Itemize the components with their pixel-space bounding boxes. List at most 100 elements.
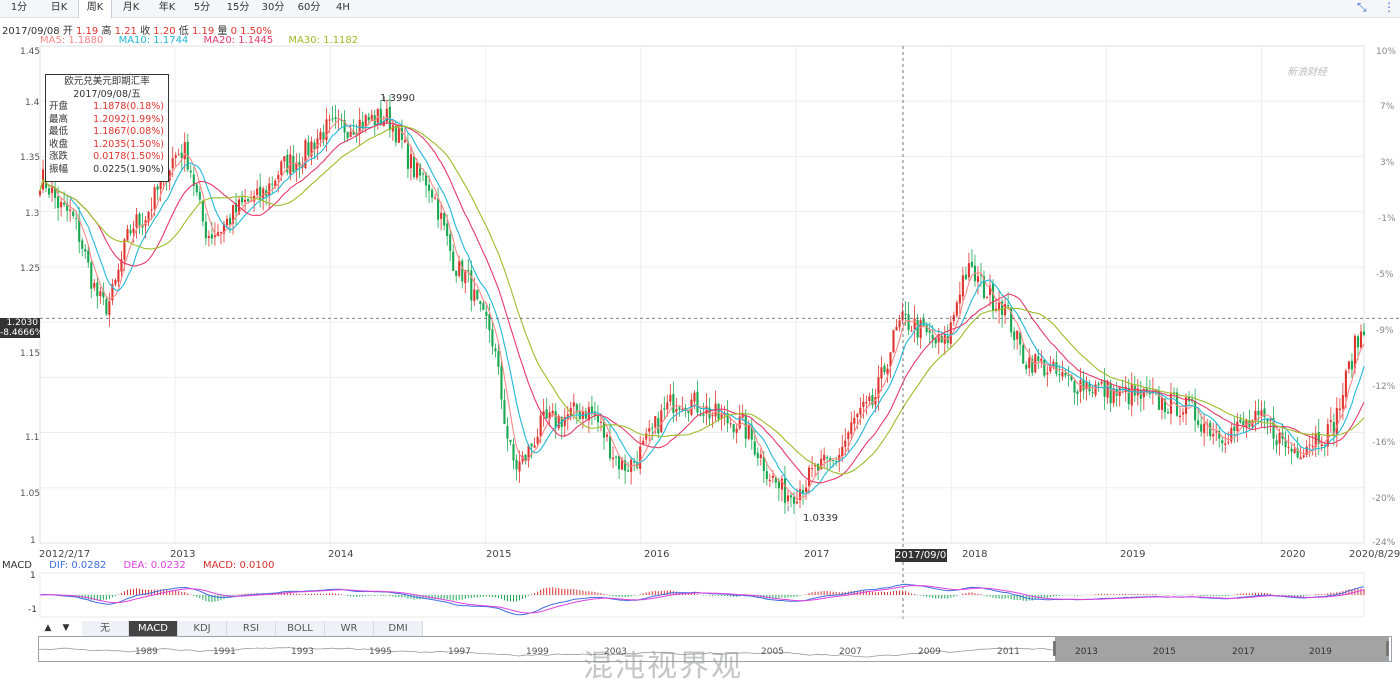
candle-body [328,119,331,121]
candle-body [605,434,609,437]
candle-body [283,156,286,162]
tab-4h[interactable]: 4H [336,2,350,13]
candle-body [865,402,868,404]
candle-body [1227,441,1230,443]
crosshair-price: 1.2030 [6,318,39,328]
navigator-year: 2003 [604,647,627,657]
scroll-down-button[interactable]: ▼ [62,623,70,633]
tab-indicator-boll[interactable]: BOLL [276,621,325,636]
candle-body [304,140,307,169]
ytick-label: 1 [30,536,36,546]
scroll-up-button[interactable]: ▲ [44,623,52,633]
tab-yearly[interactable]: 年K [158,2,176,13]
infobox-key: 振幅 [49,163,69,175]
candle-body [467,269,470,272]
candle-body [1296,448,1299,458]
candle-body [1263,408,1266,418]
navigator-year: 2009 [918,647,941,657]
tab-5min[interactable]: 5分 [193,2,211,13]
candle-body [539,415,542,437]
range-navigator[interactable]: 1989 1991 1993 1995 1997 1999 2003 2005 … [38,636,1392,662]
candle-body [995,308,998,311]
candle-body [524,455,527,461]
candle-body [624,460,627,471]
tab-daily[interactable]: 日K [50,2,68,13]
navigator-right-handle[interactable] [1386,641,1389,656]
candle-body [1130,384,1133,406]
infobox-key: 收盘 [49,138,69,150]
candle-body [1133,385,1136,396]
candle-body [877,377,880,398]
pct-tick-label: -20% [1372,494,1396,504]
candle-body [210,234,213,239]
candle-body [527,445,530,460]
candle-body [391,125,394,132]
candle-body [298,162,301,167]
candle-body [1197,420,1200,425]
candle-body [1145,388,1148,392]
candle-body [1163,398,1167,413]
candle-body [385,108,388,122]
candle-body [657,418,660,434]
navigator-selection[interactable] [1055,637,1389,661]
collapse-icon[interactable]: ⤡ [1357,0,1367,14]
xtick-label: 2020 [1280,549,1306,560]
tab-indicator-rsi[interactable]: RSI [227,621,276,636]
candle-body [1353,335,1357,369]
tab-60min[interactable]: 60分 [297,2,321,13]
candle-body [1293,449,1296,453]
candle-body [78,218,81,242]
candle-body [1347,361,1350,370]
candle-body [817,464,820,471]
candle-body [898,320,901,328]
infobox-row: 最低 1.1867(0.08%) [46,126,168,139]
candle-info-box: 欧元兑美元即期汇率 2017/09/08/五 开盘 1.1878(0.18%) 最… [45,74,169,182]
candle-body [937,334,940,343]
tab-indicator-macd[interactable]: MACD [129,621,178,636]
candle-body [1178,415,1182,417]
candle-body [334,117,337,120]
candle-body [925,325,928,333]
candle-body [111,283,114,301]
candle-body [717,403,720,420]
navigator-left-handle[interactable] [1053,641,1056,656]
tab-30min[interactable]: 30分 [261,2,285,13]
infobox-row: 开盘 1.1878(0.18%) [46,101,168,114]
tab-indicator-wr[interactable]: WR [325,621,374,636]
candle-body [201,200,204,222]
tab-monthly[interactable]: 月K [122,2,140,13]
candle-body [844,440,847,447]
more-vertical-icon[interactable]: ⋮ [1383,0,1395,14]
candle-body [292,155,295,172]
candle-body [38,190,42,196]
candle-body [762,456,765,472]
candle-body [811,468,814,470]
candle-body [207,236,210,239]
candle-body [228,217,232,225]
tab-indicator-kdj[interactable]: KDJ [178,621,227,636]
candle-body [90,262,93,289]
candle-body [132,228,135,233]
candle-body [394,126,397,143]
tab-indicator-none[interactable]: 无 [82,621,129,636]
tab-weekly[interactable]: 周K [78,0,112,18]
candle-body [1305,446,1308,455]
candle-body [409,154,413,169]
xtick-label: 2020/8/29 [1349,549,1400,560]
candle-body [500,366,503,400]
candle-body [988,285,992,296]
candle-body [156,186,159,190]
candle-body [54,187,57,198]
dea-line [39,585,1365,614]
candle-body [841,446,844,457]
low-value: 1.19 [191,26,215,37]
candle-body [189,170,192,173]
pct-tick-label: 7% [1380,102,1395,112]
tab-15min[interactable]: 15分 [226,2,250,13]
tab-indicator-dmi[interactable]: DMI [374,621,423,636]
candle-body [177,154,180,156]
tab-1min[interactable]: 1分 [10,2,28,13]
candle-body [786,495,790,502]
candle-body [726,413,729,424]
